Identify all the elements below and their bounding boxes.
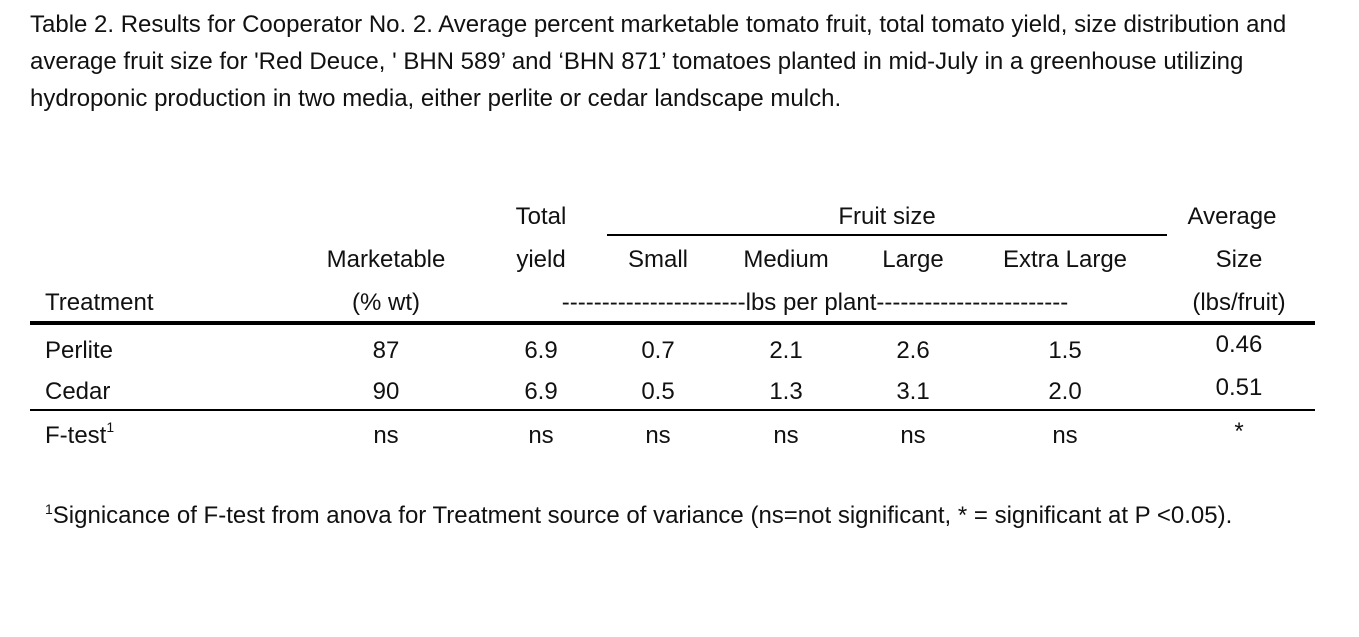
header-lbs-per-plant: -----------------------lbs per plant----… [561, 289, 1069, 316]
ftest-footnote-marker: 1 [106, 419, 115, 435]
row-marketable: 87 [372, 337, 400, 364]
ftest-medium: ns [773, 422, 799, 449]
header-medium: Medium [743, 246, 829, 273]
row-small: 0.5 [641, 378, 675, 405]
table-caption: Table 2. Results for Cooperator No. 2. A… [30, 11, 1287, 112]
table-footnote: 1Signicance of F-test from anova for Tre… [45, 497, 1295, 534]
header-small: Small [627, 246, 689, 273]
row-small: 0.7 [641, 337, 675, 364]
header-total-line1: Total [515, 203, 567, 230]
footnote-text: Signicance of F-test from anova for Trea… [52, 502, 1233, 529]
header-treatment: Treatment [45, 289, 154, 316]
row-marketable: 90 [372, 378, 400, 405]
row-medium: 1.3 [769, 378, 803, 405]
row-total-yield: 6.9 [524, 337, 558, 364]
ftest-extra-large: ns [1052, 422, 1078, 449]
header-marketable: Marketable [326, 246, 446, 273]
row-large: 2.6 [896, 337, 930, 364]
row-extra-large: 2.0 [1048, 378, 1082, 405]
header-marketable-unit: (% wt) [352, 289, 420, 316]
row-total-yield: 6.9 [524, 378, 558, 405]
header-rule [30, 321, 1315, 325]
header-average-line2: Size [1215, 246, 1263, 273]
header-fruit-size: Fruit size [838, 203, 936, 230]
row-medium: 2.1 [769, 337, 803, 364]
header-average-unit: (lbs/fruit) [1192, 289, 1286, 316]
ftest-label-text: F-test [45, 422, 107, 449]
footnote-marker: 1 [45, 501, 53, 517]
fruit-size-underline [607, 234, 1167, 236]
header-large: Large [882, 246, 944, 273]
header-extra-large: Extra Large [1002, 246, 1128, 273]
ftest-marketable: ns [373, 422, 399, 449]
header-total-line2: yield [516, 246, 566, 273]
body-rule [30, 409, 1315, 411]
row-treatment: Cedar [45, 378, 111, 405]
ftest-label: F-test1 [45, 419, 115, 451]
row-treatment: Perlite [45, 337, 114, 364]
ftest-small: ns [645, 422, 671, 449]
row-average-size: 0.51 [1215, 374, 1263, 401]
header-average-line1: Average [1187, 203, 1277, 230]
ftest-total-yield: ns [528, 422, 554, 449]
ftest-large: ns [900, 422, 926, 449]
row-extra-large: 1.5 [1048, 337, 1082, 364]
ftest-average-size: * [1234, 418, 1244, 445]
row-large: 3.1 [896, 378, 930, 405]
row-average-size: 0.46 [1215, 331, 1263, 358]
